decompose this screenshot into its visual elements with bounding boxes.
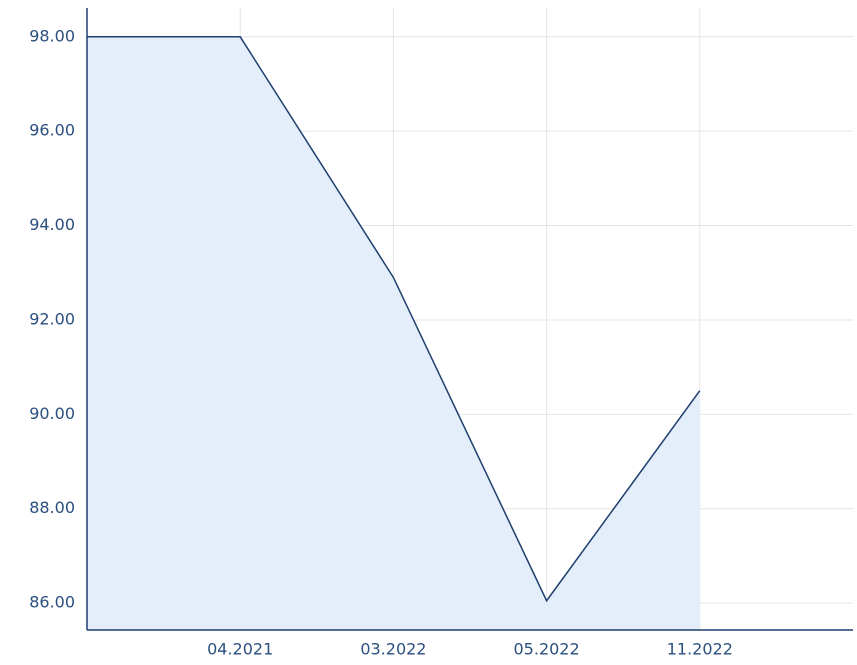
y-tick-label: 92.00 <box>29 309 75 328</box>
x-tick-label: 05.2022 <box>514 640 580 659</box>
x-tick-label: 04.2021 <box>207 640 273 659</box>
y-tick-label: 88.00 <box>29 498 75 517</box>
area-fill <box>87 36 700 631</box>
x-tick-label: 03.2022 <box>360 640 426 659</box>
y-tick-label: 94.00 <box>29 215 75 234</box>
x-tick-label: 11.2022 <box>667 640 733 659</box>
y-tick-label: 86.00 <box>29 593 75 612</box>
y-tick-label: 90.00 <box>29 404 75 423</box>
y-tick-label: 96.00 <box>29 121 75 140</box>
y-tick-label: 98.00 <box>29 26 75 45</box>
series-line <box>87 36 701 603</box>
